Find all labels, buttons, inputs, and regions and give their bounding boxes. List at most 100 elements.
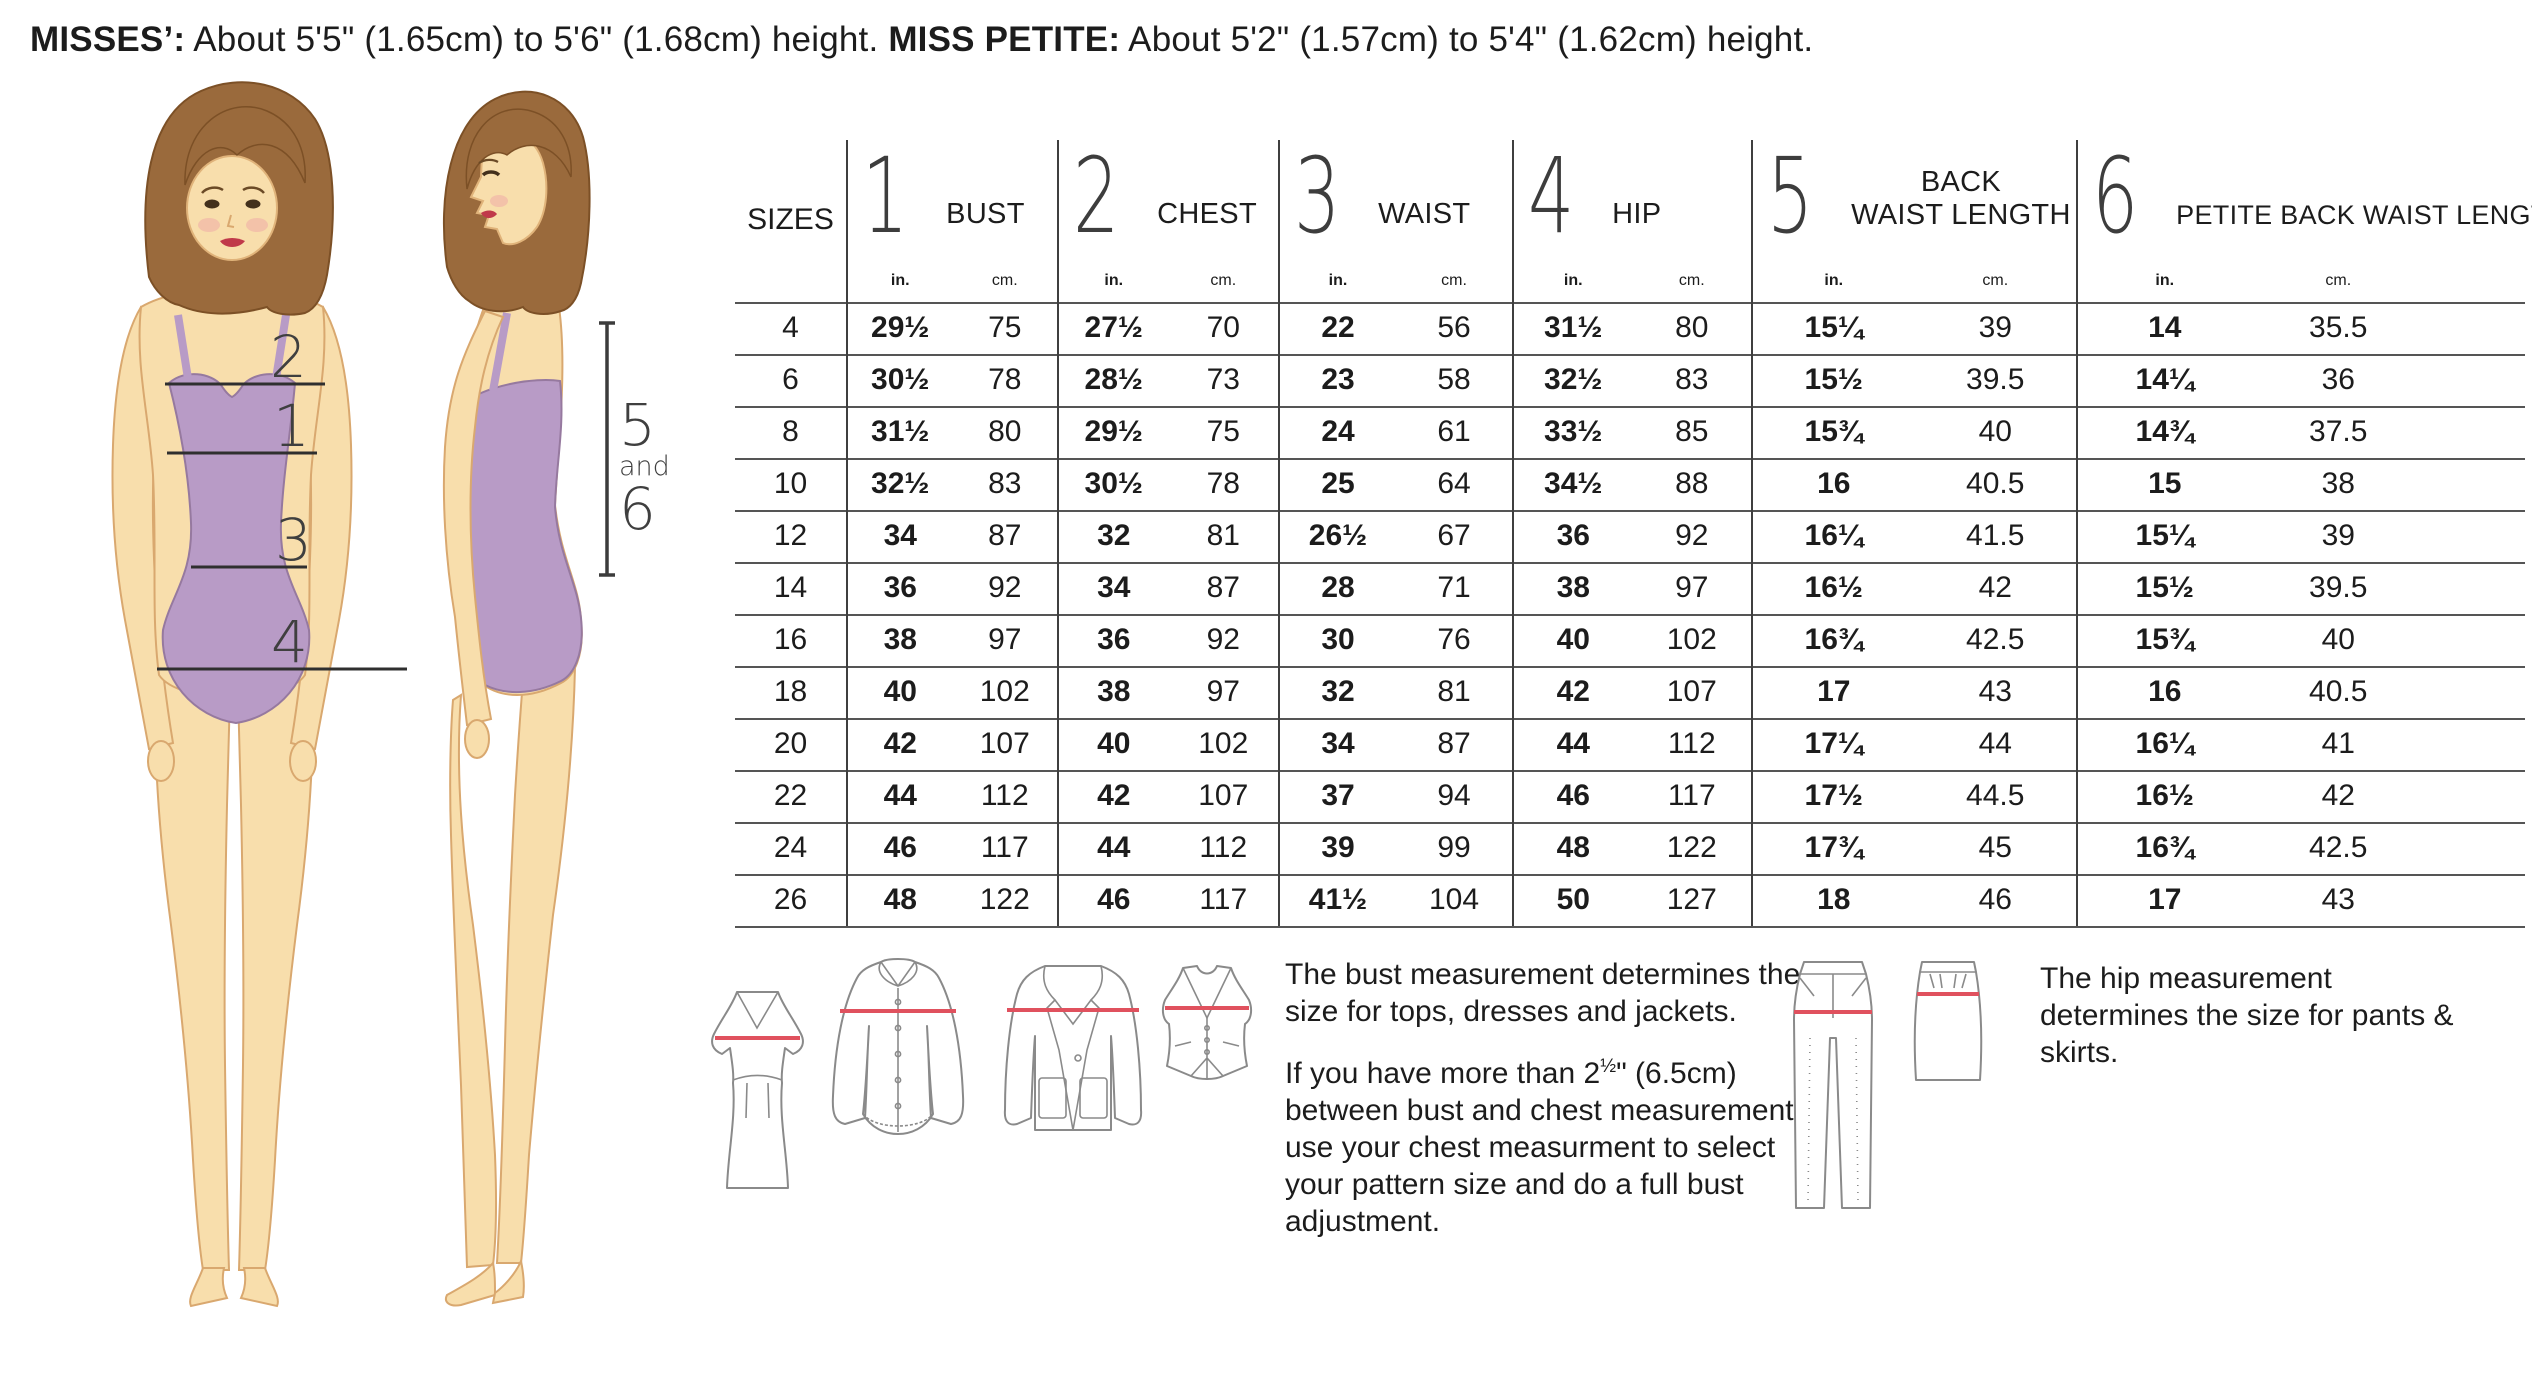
value-inches: 17	[1817, 675, 1851, 708]
figure-illustration: 2 1 3 4	[15, 55, 675, 1340]
value-cm: 56	[1437, 311, 1471, 344]
table-row: 16 38 97 36 92 30 76 40 102 16¾ 42.5 15¾ 40	[735, 614, 2525, 667]
value-inches: 26½	[1308, 519, 1368, 552]
measurement-cell: 14¾ 37.5	[2076, 406, 2525, 459]
value-cm: 112	[1199, 831, 1248, 864]
value-cm: 78	[988, 363, 1022, 396]
value-inches: 46	[883, 831, 917, 864]
value-cm: 39	[2321, 519, 2355, 552]
misses-text: About 5'5" (1.65cm) to 5'6" (1.68cm) hei…	[185, 20, 889, 59]
value-cm: 41.5	[1966, 519, 2025, 552]
measurement-cell: 48 122	[846, 874, 1058, 928]
value-inches: 44	[1097, 831, 1131, 864]
measurement-cell: 16¼ 41.5	[1751, 510, 2077, 563]
value-inches: 37	[1321, 779, 1355, 812]
cm-unit-label: cm.	[1441, 272, 1467, 289]
back-waist-bracket: 5 and 6	[599, 321, 670, 577]
value-inches: 16½	[1804, 571, 1863, 604]
value-cm: 92	[1675, 519, 1709, 552]
table-row: 18 40 102 38 97 32 81 42 107 17 43 16 40.5	[735, 666, 2525, 719]
bust-units: in. cm.	[846, 237, 1058, 303]
value-inches: 30½	[1084, 467, 1143, 500]
table-row: 6 30½ 78 28½ 73 23 58 32½ 83 15½ 39.5 14¼ 36	[735, 354, 2525, 407]
measurement-cell: 32½ 83	[1512, 354, 1752, 407]
value-cm: 102	[979, 675, 1030, 708]
chest-units: in. cm.	[1057, 237, 1279, 303]
value-inches: 16	[1817, 467, 1851, 500]
petite-back-waist-length-column-header: 6 PETITE BACK WAIST LENGTH	[2076, 140, 2532, 248]
table-row: 20 42 107 40 102 34 87 44 112 17¼ 44 16¼ 41	[735, 718, 2525, 771]
fashion-figures-drawing: 2 1 3 4	[111, 81, 670, 1308]
value-cm: 37.5	[2309, 415, 2368, 448]
in-unit-label: in.	[1824, 272, 1844, 289]
value-inches: 42	[1097, 779, 1131, 812]
hip-note: The hip measurement determines the size …	[2040, 962, 2454, 1069]
cm-unit-label: cm.	[1678, 272, 1705, 289]
measurement-cell: 32 81	[1278, 666, 1513, 719]
value-inches: 44	[1556, 727, 1590, 760]
measurement-cell: 17¾ 45	[1751, 822, 2077, 875]
value-inches: 14¾	[2135, 415, 2194, 448]
value-inches: 22	[1321, 311, 1355, 344]
hip-note-block: The hip measurement determines the size …	[2040, 960, 2480, 1071]
value-inches: 16¾	[1804, 623, 1863, 656]
value-cm: 104	[1428, 883, 1480, 916]
value-inches: 15	[2148, 467, 2182, 500]
blouse-icon	[831, 958, 965, 1135]
measurement-cell: 15½ 39.5	[1751, 354, 2077, 407]
measurement-cell: 36 92	[1512, 510, 1752, 563]
measurement-cell: 34 87	[1278, 718, 1513, 771]
measurement-cell: 27½ 70	[1057, 302, 1279, 355]
measurement-cell: 33½ 85	[1512, 406, 1752, 459]
front-figure: 2 1 3 4	[111, 81, 407, 1308]
value-inches: 16¾	[2135, 831, 2194, 864]
miss-petite-label: MISS PETITE:	[888, 20, 1121, 59]
measurement-cell: 37 94	[1278, 770, 1513, 823]
value-inches: 34	[1097, 571, 1131, 604]
column-header-row: SIZES 1 BUST 2 CHEST 3 WAIST 4 HIP 5 BACK WAI…	[735, 140, 2532, 248]
value-inches: 34	[883, 519, 917, 552]
measurement-cell: 38 97	[846, 614, 1058, 667]
measurement-cell: 16¾ 42.5	[2076, 822, 2525, 875]
measurement-cell: 44 112	[846, 770, 1058, 823]
value-cm: 39	[1978, 311, 2012, 344]
value-inches: 28	[1321, 571, 1355, 604]
value-inches: 32½	[1544, 363, 1603, 396]
measurement-cell: 23 58	[1278, 354, 1513, 407]
chest-column-header: 2 CHEST	[1057, 140, 1279, 248]
value-cm: 40.5	[1966, 467, 2025, 500]
value-inches: 15¾	[2135, 623, 2194, 656]
bust-note-1: The bust measurement determines the size…	[1285, 958, 1801, 1028]
value-inches: 41½	[1308, 883, 1368, 916]
value-inches: 33½	[1544, 415, 1603, 448]
table-row: 24 46 117 44 112 39 99 48 122 17¾ 45 16¾ 42.5	[735, 822, 2525, 875]
cm-unit-label: cm.	[991, 272, 1018, 289]
value-inches: 15½	[2135, 571, 2194, 604]
table-row: 8 31½ 80 29½ 75 24 61 33½ 85 15¾ 40 14¾ 37.5	[735, 406, 2525, 459]
size-cell: 22	[735, 770, 847, 823]
measurement-cell: 38 97	[1057, 666, 1279, 719]
hip-units: in. cm.	[1512, 237, 1752, 303]
measurement-cell: 40 102	[1057, 718, 1279, 771]
bust-note-block: The bust measurement determines the size…	[1285, 956, 1805, 1240]
size-cell: 26	[735, 874, 847, 928]
value-cm: 71	[1437, 571, 1471, 604]
measurement-cell: 36 92	[1057, 614, 1279, 667]
measurement-cell: 34 87	[846, 510, 1058, 563]
back-waist-length-column-header: 5 BACK WAIST LENGTH	[1751, 140, 2077, 248]
bust-note-2-fraction: ½	[1600, 1056, 1617, 1077]
cm-unit-label: cm.	[2325, 272, 2352, 289]
value-cm: 67	[1437, 519, 1471, 552]
bust-line-number: 1	[273, 392, 310, 460]
value-inches: 29½	[871, 311, 930, 344]
value-cm: 117	[1667, 779, 1716, 812]
value-cm: 97	[1675, 571, 1709, 604]
measurement-cell: 31½ 80	[1512, 302, 1752, 355]
value-cm: 35.5	[2309, 311, 2368, 344]
waist-units: in. cm.	[1278, 237, 1513, 303]
value-inches: 39	[1321, 831, 1355, 864]
vest-icon	[1161, 965, 1253, 1080]
dress-icon	[711, 991, 804, 1189]
size-cell: 8	[735, 406, 847, 459]
measurement-cell: 44 112	[1057, 822, 1279, 875]
